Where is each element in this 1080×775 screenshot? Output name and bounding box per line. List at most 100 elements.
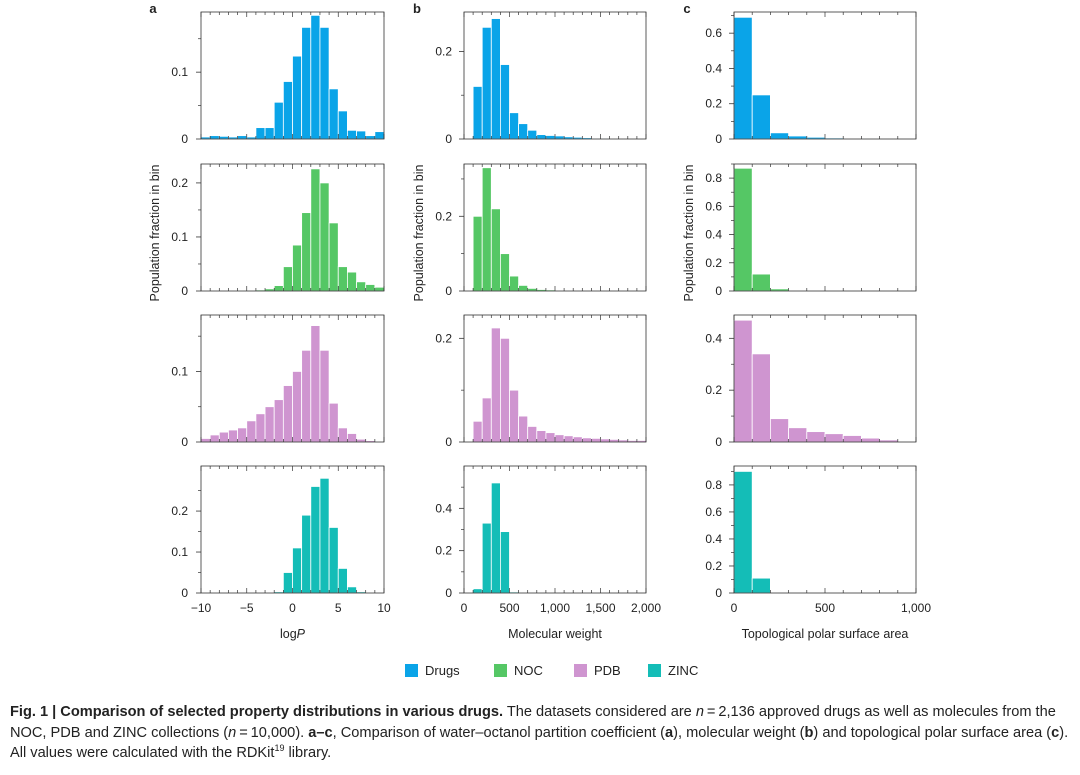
bar-b-pdb (499, 337, 510, 443)
bar-b-zinc (490, 482, 501, 594)
bar-b-pdb (481, 397, 492, 443)
x-axis-label-italic-a: P (297, 627, 306, 641)
bar-b-drugs (499, 64, 510, 140)
bar-a-pdb (218, 431, 229, 443)
caption-text: library. (284, 745, 332, 761)
legend-label-zinc: ZINC (668, 662, 699, 678)
panel-label-a: a (149, 1, 157, 16)
legend: Drugs NOC PDB ZINC (0, 655, 1080, 685)
bar-a-drugs (365, 135, 376, 140)
bar-c-noc (751, 273, 771, 292)
legend-swatch-pdb (574, 663, 587, 677)
bar-a-zinc (301, 514, 312, 594)
y-tick-label-c-pdb: 0.2 (705, 383, 722, 397)
bar-a-noc (328, 222, 339, 292)
bar-c-pdb (788, 427, 808, 443)
bar-a-zinc (292, 547, 303, 594)
y-tick-label-a-noc: 0.2 (171, 176, 188, 190)
bar-b-pdb (600, 438, 611, 443)
caption-panel-ref-b: b (804, 724, 814, 741)
caption-n-value: = 2,136 (703, 704, 755, 720)
caption-text: ) and topological polar surface area ( (813, 724, 1052, 741)
bar-a-pdb (264, 406, 275, 443)
bar-b-pdb (545, 432, 556, 443)
x-tick-label-a: −5 (240, 601, 254, 615)
y-axis-label-b: Population fraction in bin (412, 165, 426, 302)
y-tick-label-b-pdb: 0 (445, 435, 452, 449)
bar-b-noc (490, 208, 501, 292)
bar-c-pdb (770, 418, 790, 443)
y-tick-label-c-noc: 0.6 (705, 199, 722, 213)
y-tick-label-c-pdb: 0 (715, 435, 722, 449)
x-tick-label-b: 0 (461, 601, 468, 615)
bar-b-pdb (509, 389, 520, 443)
y-tick-label-a-drugs: 0 (181, 132, 188, 146)
bar-a-drugs (301, 26, 312, 140)
y-tick-label-c-drugs: 0.6 (705, 26, 722, 40)
bar-b-zinc (472, 588, 483, 594)
bar-a-pdb (337, 427, 348, 443)
bar-b-noc (481, 167, 492, 292)
bar-a-drugs (328, 88, 339, 140)
y-tick-label-c-drugs: 0.4 (705, 61, 722, 75)
bar-a-pdb (292, 371, 303, 443)
y-tick-label-c-zinc: 0.4 (705, 532, 722, 546)
bar-a-pdb (255, 413, 266, 443)
bar-b-drugs (481, 26, 492, 140)
bar-a-pdb (319, 349, 330, 443)
y-tick-label-c-zinc: 0 (715, 586, 722, 600)
y-tick-label-a-noc: 0 (181, 284, 188, 298)
bar-a-drugs (319, 26, 330, 140)
x-tick-label-c: 0 (731, 601, 738, 615)
bar-c-pdb (751, 353, 771, 443)
bar-a-noc (292, 244, 303, 292)
bar-b-noc (509, 275, 520, 292)
bar-a-noc (365, 284, 376, 292)
bar-a-drugs (209, 135, 220, 140)
bar-a-pdb (346, 433, 357, 443)
x-tick-label-c: 1,000 (901, 601, 931, 615)
bar-a-pdb (200, 438, 211, 443)
bar-a-noc (282, 266, 293, 292)
legend-item-pdb: PDB (574, 655, 621, 685)
y-tick-label-c-pdb: 0.4 (705, 331, 722, 345)
y-tick-label-c-noc: 0 (715, 284, 722, 298)
y-tick-label-a-noc: 0.1 (171, 230, 188, 244)
plot-frame-c-noc (733, 163, 917, 292)
y-tick-label-a-zinc: 0.2 (171, 504, 188, 518)
bar-c-drugs (751, 94, 771, 140)
y-tick-label-c-noc: 0.8 (705, 171, 722, 185)
bar-c-pdb (842, 435, 862, 443)
y-tick-label-b-zinc: 0.4 (435, 501, 452, 515)
bar-b-drugs (536, 134, 547, 140)
bar-b-drugs (518, 123, 529, 140)
bar-b-noc (518, 284, 529, 292)
bar-b-noc (499, 253, 510, 292)
bar-a-noc (337, 266, 348, 292)
caption-text: , Comparison of water–octanol partition … (332, 724, 665, 741)
panel-label-b: b (413, 1, 421, 16)
bar-a-drugs (356, 130, 367, 140)
bar-c-pdb (806, 431, 826, 443)
bar-a-pdb (328, 402, 339, 443)
y-tick-label-c-drugs: 0 (715, 132, 722, 146)
y-tick-label-c-noc: 0.4 (705, 228, 722, 242)
bar-a-noc (346, 271, 357, 292)
y-tick-label-c-zinc: 0.6 (705, 505, 722, 519)
y-tick-label-a-pdb: 0 (181, 435, 188, 449)
bar-a-zinc (346, 586, 357, 594)
legend-item-drugs: Drugs (405, 655, 460, 685)
bar-a-noc (319, 182, 330, 292)
bar-b-pdb (536, 430, 547, 443)
bar-a-pdb (273, 399, 284, 443)
legend-swatch-drugs (405, 663, 418, 677)
bar-b-pdb (563, 435, 574, 443)
bar-a-drugs (218, 135, 229, 140)
bar-a-pdb (237, 427, 248, 443)
y-tick-label-c-drugs: 0.2 (705, 97, 722, 111)
y-axis-label-a: Population fraction in bin (148, 165, 162, 302)
bar-b-drugs (472, 86, 483, 140)
caption-panel-ref-a: a (664, 724, 674, 741)
y-tick-label-b-zinc: 0 (445, 586, 452, 600)
x-tick-label-c: 500 (815, 601, 835, 615)
